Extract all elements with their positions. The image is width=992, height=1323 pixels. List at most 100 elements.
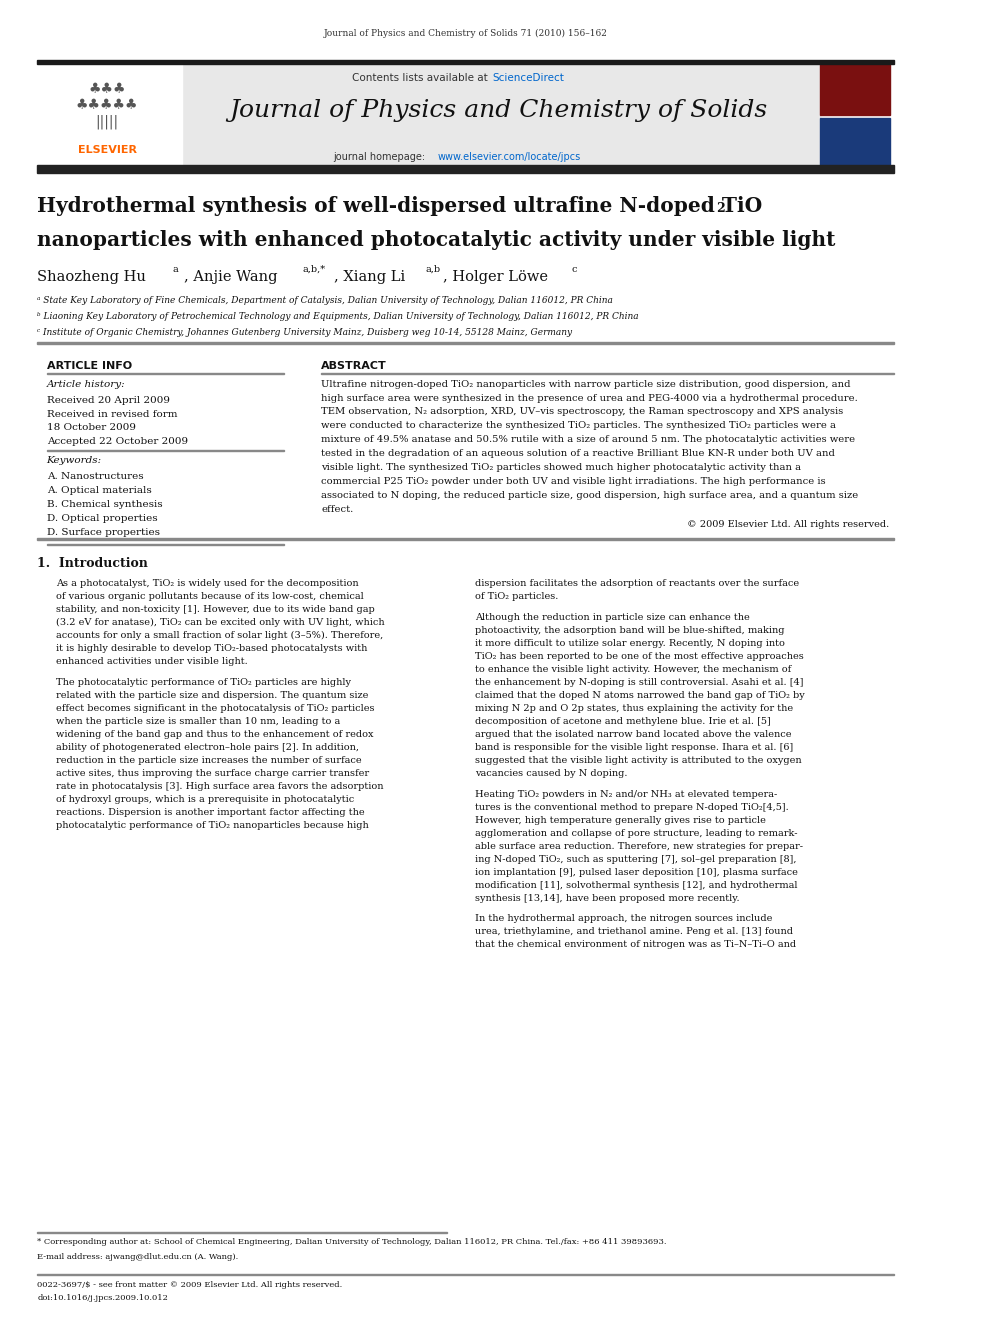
Text: The photocatalytic performance of TiO₂ particles are highly: The photocatalytic performance of TiO₂ p… xyxy=(56,679,351,687)
Text: tures is the conventional method to prepare N-doped TiO₂[4,5].: tures is the conventional method to prep… xyxy=(475,803,789,812)
Text: effect becomes significant in the photocatalysis of TiO₂ particles: effect becomes significant in the photoc… xyxy=(56,704,374,713)
Text: A. Optical materials: A. Optical materials xyxy=(47,486,152,495)
Text: associated to N doping, the reduced particle size, good dispersion, high surface: associated to N doping, the reduced part… xyxy=(321,491,859,500)
Text: Journal of Physics and Chemistry of Solids 71 (2010) 156–162: Journal of Physics and Chemistry of Soli… xyxy=(324,29,608,38)
Text: a,b,*: a,b,* xyxy=(303,265,326,274)
Text: © 2009 Elsevier Ltd. All rights reserved.: © 2009 Elsevier Ltd. All rights reserved… xyxy=(687,520,890,529)
Text: 18 October 2009: 18 October 2009 xyxy=(47,423,136,433)
Bar xyxy=(47,450,284,451)
Bar xyxy=(38,64,182,165)
Bar xyxy=(38,165,895,173)
Text: E-mail address: ajwang@dlut.edu.cn (A. Wang).: E-mail address: ajwang@dlut.edu.cn (A. W… xyxy=(38,1253,238,1261)
Text: photoactivity, the adsorption band will be blue-shifted, making: photoactivity, the adsorption band will … xyxy=(475,626,785,635)
Text: Keywords:: Keywords: xyxy=(47,456,102,466)
Text: high surface area were synthesized in the presence of urea and PEG-4000 via a hy: high surface area were synthesized in th… xyxy=(321,394,858,402)
Text: ing N-doped TiO₂, such as sputtering [7], sol–gel preparation [8],: ing N-doped TiO₂, such as sputtering [7]… xyxy=(475,855,797,864)
Text: Shaozheng Hu: Shaozheng Hu xyxy=(38,270,146,284)
Text: a,b: a,b xyxy=(426,265,440,274)
Text: Contents lists available at: Contents lists available at xyxy=(352,73,491,83)
Text: claimed that the doped N atoms narrowed the band gap of TiO₂ by: claimed that the doped N atoms narrowed … xyxy=(475,691,805,700)
Text: enhanced activities under visible light.: enhanced activities under visible light. xyxy=(56,658,248,667)
Text: of TiO₂ particles.: of TiO₂ particles. xyxy=(475,593,558,602)
Text: mixture of 49.5% anatase and 50.5% rutile with a size of around 5 nm. The photoc: mixture of 49.5% anatase and 50.5% rutil… xyxy=(321,435,855,445)
Text: However, high temperature generally gives rise to particle: However, high temperature generally give… xyxy=(475,816,766,824)
Text: were conducted to characterize the synthesized TiO₂ particles. The synthesized T: were conducted to characterize the synth… xyxy=(321,421,836,430)
Text: that the chemical environment of nitrogen was as Ti–N–Ti–O and: that the chemical environment of nitroge… xyxy=(475,941,797,950)
Text: 0022-3697/$ - see front matter © 2009 Elsevier Ltd. All rights reserved.: 0022-3697/$ - see front matter © 2009 El… xyxy=(38,1281,342,1289)
Text: ability of photogenerated electron–hole pairs [2]. In addition,: ability of photogenerated electron–hole … xyxy=(56,744,359,751)
Text: Accepted 22 October 2009: Accepted 22 October 2009 xyxy=(47,437,187,446)
Text: Hydrothermal synthesis of well-dispersed ultrafine N-doped TiO: Hydrothermal synthesis of well-dispersed… xyxy=(38,196,763,216)
Text: ᶜ Institute of Organic Chemistry, Johannes Gutenberg University Mainz, Duisberg : ᶜ Institute of Organic Chemistry, Johann… xyxy=(38,328,572,337)
Text: TEM observation, N₂ adsorption, XRD, UV–vis spectroscopy, the Raman spectroscopy: TEM observation, N₂ adsorption, XRD, UV–… xyxy=(321,407,843,417)
Text: ion implantation [9], pulsed laser deposition [10], plasma surface: ion implantation [9], pulsed laser depos… xyxy=(475,868,798,877)
Text: of various organic pollutants because of its low-cost, chemical: of various organic pollutants because of… xyxy=(56,593,364,602)
Text: B. Chemical synthesis: B. Chemical synthesis xyxy=(47,500,163,509)
Text: decomposition of acetone and methylene blue. Irie et al. [5]: decomposition of acetone and methylene b… xyxy=(475,717,771,726)
Bar xyxy=(47,544,284,545)
Text: stability, and non-toxicity [1]. However, due to its wide band gap: stability, and non-toxicity [1]. However… xyxy=(56,606,375,614)
Text: urea, triethylamine, and triethanol amine. Peng et al. [13] found: urea, triethylamine, and triethanol amin… xyxy=(475,927,794,937)
Text: ♣♣♣
♣♣♣♣♣
|||||: ♣♣♣ ♣♣♣♣♣ ||||| xyxy=(76,82,139,128)
Text: Received in revised form: Received in revised form xyxy=(47,410,178,419)
Bar xyxy=(819,62,890,115)
Bar xyxy=(38,60,895,64)
Text: As a photocatalyst, TiO₂ is widely used for the decomposition: As a photocatalyst, TiO₂ is widely used … xyxy=(56,579,358,589)
Text: it more difficult to utilize solar energy. Recently, N doping into: it more difficult to utilize solar energ… xyxy=(475,639,785,648)
Text: dispersion facilitates the adsorption of reactants over the surface: dispersion facilitates the adsorption of… xyxy=(475,579,800,589)
Text: band is responsible for the visible light response. Ihara et al. [6]: band is responsible for the visible ligh… xyxy=(475,744,794,751)
Text: Ultrafine nitrogen-doped TiO₂ nanoparticles with narrow particle size distributi: Ultrafine nitrogen-doped TiO₂ nanopartic… xyxy=(321,380,851,389)
Text: reduction in the particle size increases the number of surface: reduction in the particle size increases… xyxy=(56,755,361,765)
Text: to enhance the visible light activity. However, the mechanism of: to enhance the visible light activity. H… xyxy=(475,665,792,675)
Text: 1.  Introduction: 1. Introduction xyxy=(38,557,148,570)
Text: vacancies caused by N doping.: vacancies caused by N doping. xyxy=(475,769,628,778)
Bar xyxy=(38,538,895,540)
Text: TiO₂ has been reported to be one of the most effective approaches: TiO₂ has been reported to be one of the … xyxy=(475,652,804,662)
Text: Heating TiO₂ powders in N₂ and/or NH₃ at elevated tempera-: Heating TiO₂ powders in N₂ and/or NH₃ at… xyxy=(475,790,778,799)
Text: ARTICLE INFO: ARTICLE INFO xyxy=(47,361,132,372)
Text: ScienceDirect: ScienceDirect xyxy=(493,73,564,83)
Text: related with the particle size and dispersion. The quantum size: related with the particle size and dispe… xyxy=(56,691,368,700)
Text: a: a xyxy=(173,265,179,274)
Text: nanoparticles with enhanced photocatalytic activity under visible light: nanoparticles with enhanced photocatalyt… xyxy=(38,230,835,250)
Bar xyxy=(182,64,819,165)
Bar xyxy=(38,1274,895,1275)
Bar xyxy=(321,373,895,374)
Text: ᵇ Liaoning Key Laboratory of Petrochemical Technology and Equipments, Dalian Uni: ᵇ Liaoning Key Laboratory of Petrochemic… xyxy=(38,312,639,321)
Text: ᵃ State Key Laboratory of Fine Chemicals, Department of Catalysis, Dalian Univer: ᵃ State Key Laboratory of Fine Chemicals… xyxy=(38,296,613,306)
Text: agglomeration and collapse of pore structure, leading to remark-: agglomeration and collapse of pore struc… xyxy=(475,828,798,837)
Text: photocatalytic performance of TiO₂ nanoparticles because high: photocatalytic performance of TiO₂ nanop… xyxy=(56,820,369,830)
Text: D. Optical properties: D. Optical properties xyxy=(47,513,157,523)
Bar xyxy=(38,1232,447,1233)
Text: journal homepage:: journal homepage: xyxy=(333,152,429,163)
Text: commercial P25 TiO₂ powder under both UV and visible light irradiations. The hig: commercial P25 TiO₂ powder under both UV… xyxy=(321,478,826,486)
Text: able surface area reduction. Therefore, new strategies for prepar-: able surface area reduction. Therefore, … xyxy=(475,841,804,851)
Text: In the hydrothermal approach, the nitrogen sources include: In the hydrothermal approach, the nitrog… xyxy=(475,914,773,923)
Text: it is highly desirable to develop TiO₂-based photocatalysts with: it is highly desirable to develop TiO₂-b… xyxy=(56,644,367,654)
Text: the enhancement by N-doping is still controversial. Asahi et al. [4]: the enhancement by N-doping is still con… xyxy=(475,679,804,687)
Text: effect.: effect. xyxy=(321,505,354,513)
Text: , Anjie Wang: , Anjie Wang xyxy=(184,270,277,284)
Text: A. Nanostructures: A. Nanostructures xyxy=(47,472,143,482)
Text: synthesis [13,14], have been proposed more recently.: synthesis [13,14], have been proposed mo… xyxy=(475,893,740,902)
Bar xyxy=(38,343,895,344)
Text: , Xiang Li: , Xiang Li xyxy=(333,270,405,284)
Text: (3.2 eV for anatase), TiO₂ can be excited only with UV light, which: (3.2 eV for anatase), TiO₂ can be excite… xyxy=(56,618,385,627)
Text: modification [11], solvothermal synthesis [12], and hydrothermal: modification [11], solvothermal synthesi… xyxy=(475,881,798,889)
Text: active sites, thus improving the surface charge carrier transfer: active sites, thus improving the surface… xyxy=(56,769,369,778)
Text: Article history:: Article history: xyxy=(47,380,125,389)
Text: widening of the band gap and thus to the enhancement of redox: widening of the band gap and thus to the… xyxy=(56,730,373,740)
Text: suggested that the visible light activity is attributed to the oxygen: suggested that the visible light activit… xyxy=(475,755,802,765)
Text: doi:10.1016/j.jpcs.2009.10.012: doi:10.1016/j.jpcs.2009.10.012 xyxy=(38,1294,168,1302)
Text: Journal of Physics and Chemistry of Solids: Journal of Physics and Chemistry of Soli… xyxy=(229,99,768,122)
Text: ELSEVIER: ELSEVIER xyxy=(77,144,137,155)
Text: D. Surface properties: D. Surface properties xyxy=(47,528,160,537)
Text: c: c xyxy=(571,265,576,274)
Text: of hydroxyl groups, which is a prerequisite in photocatalytic: of hydroxyl groups, which is a prerequis… xyxy=(56,795,354,804)
Text: visible light. The synthesized TiO₂ particles showed much higher photocatalytic : visible light. The synthesized TiO₂ part… xyxy=(321,463,802,472)
Bar xyxy=(47,373,284,374)
Text: ABSTRACT: ABSTRACT xyxy=(321,361,387,372)
Bar xyxy=(819,118,890,165)
Text: reactions. Dispersion is another important factor affecting the: reactions. Dispersion is another importa… xyxy=(56,808,364,816)
Text: www.elsevier.com/locate/jpcs: www.elsevier.com/locate/jpcs xyxy=(437,152,581,163)
